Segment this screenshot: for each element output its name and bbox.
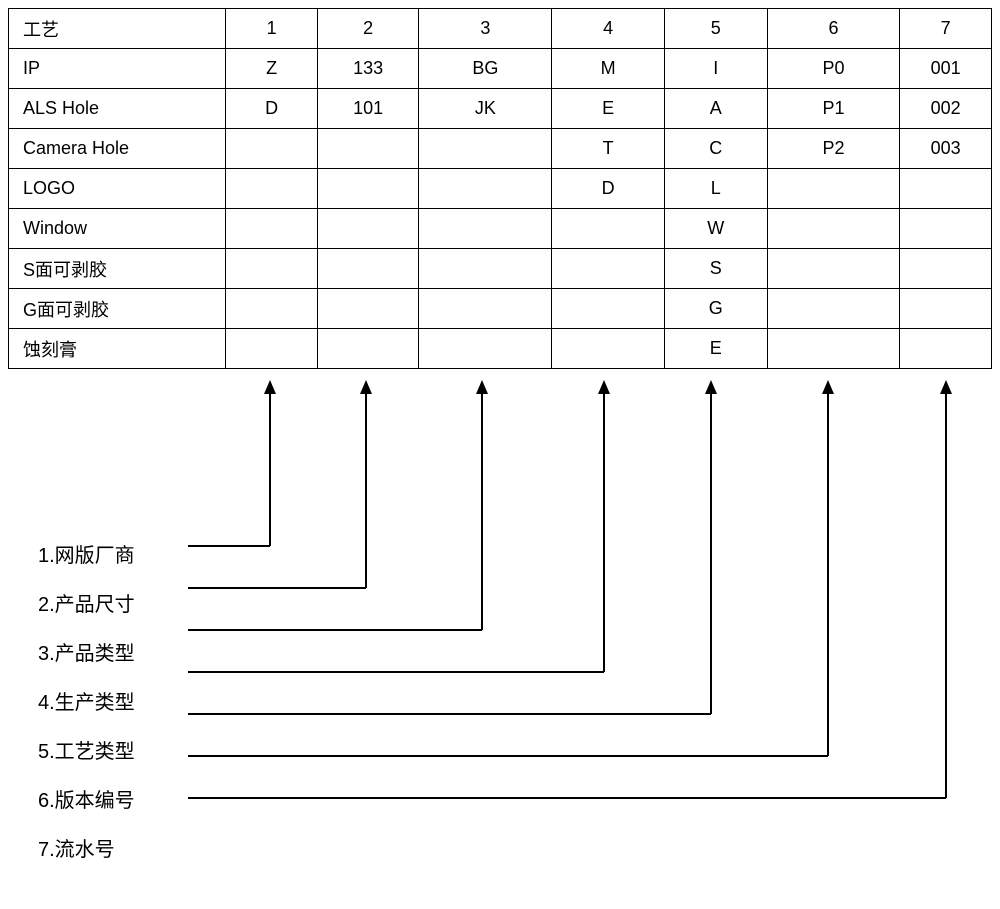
cell: LOGO	[9, 169, 226, 209]
cell: BG	[419, 49, 552, 89]
cell: P2	[767, 129, 900, 169]
cell: M	[552, 49, 665, 89]
cell	[552, 209, 665, 249]
cell	[900, 289, 992, 329]
table-row: G面可剥胶 G	[9, 289, 992, 329]
cell: 101	[317, 89, 419, 129]
table-row: Camera Hole TCP2003	[9, 129, 992, 169]
cell	[552, 289, 665, 329]
header-col-3: 3	[419, 9, 552, 49]
cell: JK	[419, 89, 552, 129]
cell	[419, 329, 552, 369]
legend-item-4: 4.生产类型	[8, 676, 992, 725]
cell	[767, 289, 900, 329]
header-col-7: 7	[900, 9, 992, 49]
cell	[317, 209, 419, 249]
cell: A	[664, 89, 767, 129]
cell	[226, 169, 318, 209]
cell: S面可剥胶	[9, 249, 226, 289]
cell: D	[226, 89, 318, 129]
cell: P0	[767, 49, 900, 89]
cell: 蚀刻膏	[9, 329, 226, 369]
cell	[317, 249, 419, 289]
header-col-4: 4	[552, 9, 665, 49]
legend-item-2: 2.产品尺寸	[8, 578, 992, 627]
header-label: 工艺	[9, 9, 226, 49]
cell: S	[664, 249, 767, 289]
cell: C	[664, 129, 767, 169]
table-row: 工艺1234567	[9, 9, 992, 49]
cell: D	[552, 169, 665, 209]
cell	[552, 249, 665, 289]
cell	[767, 329, 900, 369]
header-col-5: 5	[664, 9, 767, 49]
cell: Z	[226, 49, 318, 89]
cell	[226, 249, 318, 289]
cell: E	[552, 89, 665, 129]
cell: I	[664, 49, 767, 89]
legend-item-3: 3.产品类型	[8, 627, 992, 676]
cell	[767, 209, 900, 249]
table-row: S面可剥胶 S	[9, 249, 992, 289]
table-row: LOGO DL	[9, 169, 992, 209]
cell	[419, 209, 552, 249]
cell	[419, 249, 552, 289]
cell: ALS Hole	[9, 89, 226, 129]
cell: E	[664, 329, 767, 369]
cell	[226, 209, 318, 249]
cell	[767, 169, 900, 209]
cell: 002	[900, 89, 992, 129]
cell	[767, 249, 900, 289]
cell: G面可剥胶	[9, 289, 226, 329]
cell: 001	[900, 49, 992, 89]
cell	[419, 129, 552, 169]
cell: Camera Hole	[9, 129, 226, 169]
cell: Window	[9, 209, 226, 249]
cell	[900, 209, 992, 249]
table-row: Window W	[9, 209, 992, 249]
cell: T	[552, 129, 665, 169]
legend-list: 1.网版厂商2.产品尺寸3.产品类型4.生产类型5.工艺类型6.版本编号7.流水…	[8, 529, 992, 872]
cell: G	[664, 289, 767, 329]
cell	[419, 169, 552, 209]
cell: 133	[317, 49, 419, 89]
cell	[317, 329, 419, 369]
cell	[419, 289, 552, 329]
legend-item-1: 1.网版厂商	[8, 529, 992, 578]
table-row: 蚀刻膏 E	[9, 329, 992, 369]
cell	[317, 289, 419, 329]
cell	[226, 289, 318, 329]
cell	[226, 329, 318, 369]
cell	[226, 129, 318, 169]
cell	[317, 169, 419, 209]
cell	[317, 129, 419, 169]
legend-item-7: 7.流水号	[8, 823, 992, 872]
header-col-2: 2	[317, 9, 419, 49]
diagram-canvas: 工艺1234567IPZ133BGMIP0001ALS HoleD101JKEA…	[8, 8, 992, 872]
table-row: ALS HoleD101JKEAP1002	[9, 89, 992, 129]
cell	[900, 249, 992, 289]
legend-item-6: 6.版本编号	[8, 774, 992, 823]
code-table: 工艺1234567IPZ133BGMIP0001ALS HoleD101JKEA…	[8, 8, 992, 369]
cell: 003	[900, 129, 992, 169]
table-row: IPZ133BGMIP0001	[9, 49, 992, 89]
cell: W	[664, 209, 767, 249]
cell: L	[664, 169, 767, 209]
cell	[900, 169, 992, 209]
header-col-1: 1	[226, 9, 318, 49]
cell	[900, 329, 992, 369]
cell: IP	[9, 49, 226, 89]
legend-item-5: 5.工艺类型	[8, 725, 992, 774]
cell	[552, 329, 665, 369]
cell: P1	[767, 89, 900, 129]
header-col-6: 6	[767, 9, 900, 49]
